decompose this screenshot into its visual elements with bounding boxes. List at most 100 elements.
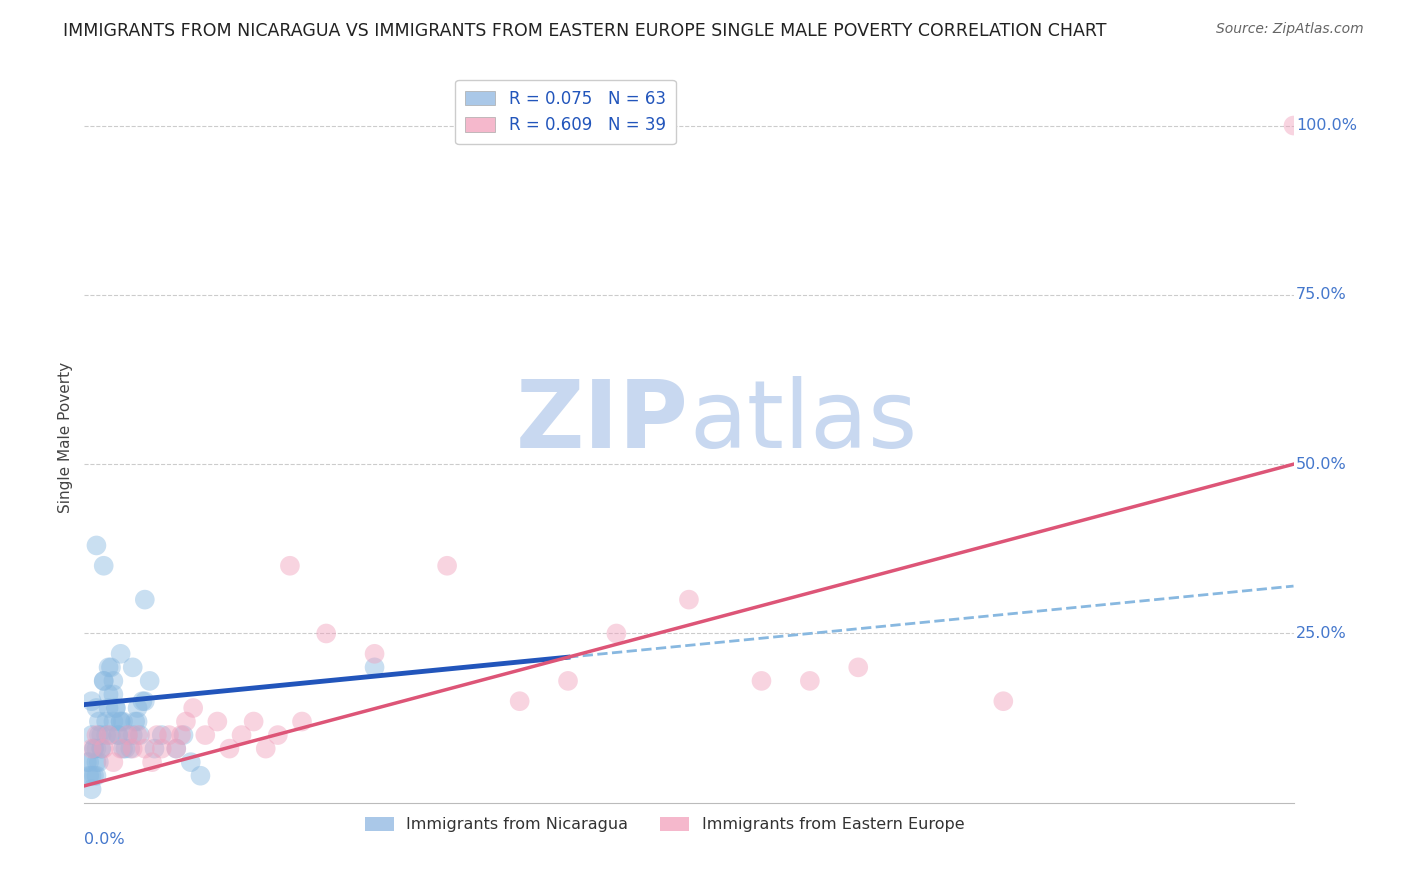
- Point: [165, 741, 187, 756]
- Text: 75.0%: 75.0%: [1296, 287, 1347, 302]
- Point: [97, 701, 120, 715]
- Point: [93, 673, 115, 688]
- Point: [170, 728, 193, 742]
- Point: [993, 694, 1015, 708]
- Point: [363, 647, 385, 661]
- Point: [1282, 119, 1305, 133]
- Point: [509, 694, 531, 708]
- Text: 100.0%: 100.0%: [1296, 118, 1357, 133]
- Point: [315, 626, 337, 640]
- Point: [605, 626, 627, 640]
- Point: [83, 769, 105, 783]
- Text: 25.0%: 25.0%: [1296, 626, 1347, 641]
- Point: [231, 728, 253, 742]
- Point: [93, 741, 115, 756]
- Point: [94, 728, 117, 742]
- Point: [80, 694, 103, 708]
- Point: [436, 558, 458, 573]
- Point: [218, 741, 240, 756]
- Point: [87, 755, 110, 769]
- Legend: Immigrants from Nicaragua, Immigrants from Eastern Europe: Immigrants from Nicaragua, Immigrants fr…: [359, 810, 972, 838]
- Point: [107, 728, 129, 742]
- Point: [77, 769, 100, 783]
- Point: [254, 741, 277, 756]
- Point: [112, 741, 135, 756]
- Point: [121, 741, 143, 756]
- Point: [557, 673, 579, 688]
- Point: [80, 728, 103, 742]
- Point: [103, 714, 125, 729]
- Point: [86, 701, 108, 715]
- Point: [267, 728, 290, 742]
- Point: [181, 701, 204, 715]
- Point: [194, 728, 217, 742]
- Point: [110, 714, 132, 729]
- Point: [97, 728, 120, 742]
- Point: [150, 728, 173, 742]
- Point: [94, 714, 117, 729]
- Point: [87, 714, 110, 729]
- Y-axis label: Single Male Poverty: Single Male Poverty: [58, 361, 73, 513]
- Point: [93, 673, 115, 688]
- Point: [134, 741, 156, 756]
- Text: 0.0%: 0.0%: [84, 832, 125, 847]
- Point: [134, 694, 156, 708]
- Point: [80, 741, 103, 756]
- Point: [86, 728, 108, 742]
- Point: [138, 673, 160, 688]
- Point: [157, 728, 180, 742]
- Point: [180, 755, 202, 769]
- Point: [146, 728, 169, 742]
- Point: [97, 660, 120, 674]
- Point: [207, 714, 229, 729]
- Point: [141, 755, 163, 769]
- Point: [291, 714, 314, 729]
- Point: [83, 741, 105, 756]
- Point: [127, 728, 149, 742]
- Point: [150, 741, 173, 756]
- Point: [134, 592, 156, 607]
- Point: [127, 701, 149, 715]
- Point: [121, 660, 143, 674]
- Point: [103, 673, 125, 688]
- Point: [174, 714, 197, 729]
- Point: [114, 741, 136, 756]
- Point: [90, 741, 112, 756]
- Point: [87, 728, 110, 742]
- Point: [103, 688, 125, 702]
- Text: 50.0%: 50.0%: [1296, 457, 1347, 472]
- Point: [90, 728, 112, 742]
- Point: [678, 592, 700, 607]
- Point: [90, 741, 112, 756]
- Point: [190, 769, 212, 783]
- Point: [363, 660, 385, 674]
- Point: [77, 755, 100, 769]
- Point: [120, 741, 142, 756]
- Point: [165, 741, 187, 756]
- Point: [83, 741, 105, 756]
- Point: [93, 558, 115, 573]
- Point: [129, 728, 152, 742]
- Point: [86, 538, 108, 552]
- Point: [173, 728, 195, 742]
- Point: [112, 714, 135, 729]
- Point: [104, 701, 127, 715]
- Point: [97, 688, 120, 702]
- Point: [799, 673, 821, 688]
- Point: [131, 694, 153, 708]
- Point: [242, 714, 264, 729]
- Text: ZIP: ZIP: [516, 376, 689, 468]
- Point: [124, 714, 146, 729]
- Point: [117, 728, 139, 742]
- Point: [76, 755, 98, 769]
- Point: [86, 741, 108, 756]
- Point: [80, 769, 103, 783]
- Point: [143, 741, 166, 756]
- Point: [110, 741, 132, 756]
- Point: [117, 728, 139, 742]
- Point: [121, 728, 143, 742]
- Point: [127, 714, 149, 729]
- Point: [104, 701, 127, 715]
- Text: atlas: atlas: [689, 376, 917, 468]
- Point: [278, 558, 301, 573]
